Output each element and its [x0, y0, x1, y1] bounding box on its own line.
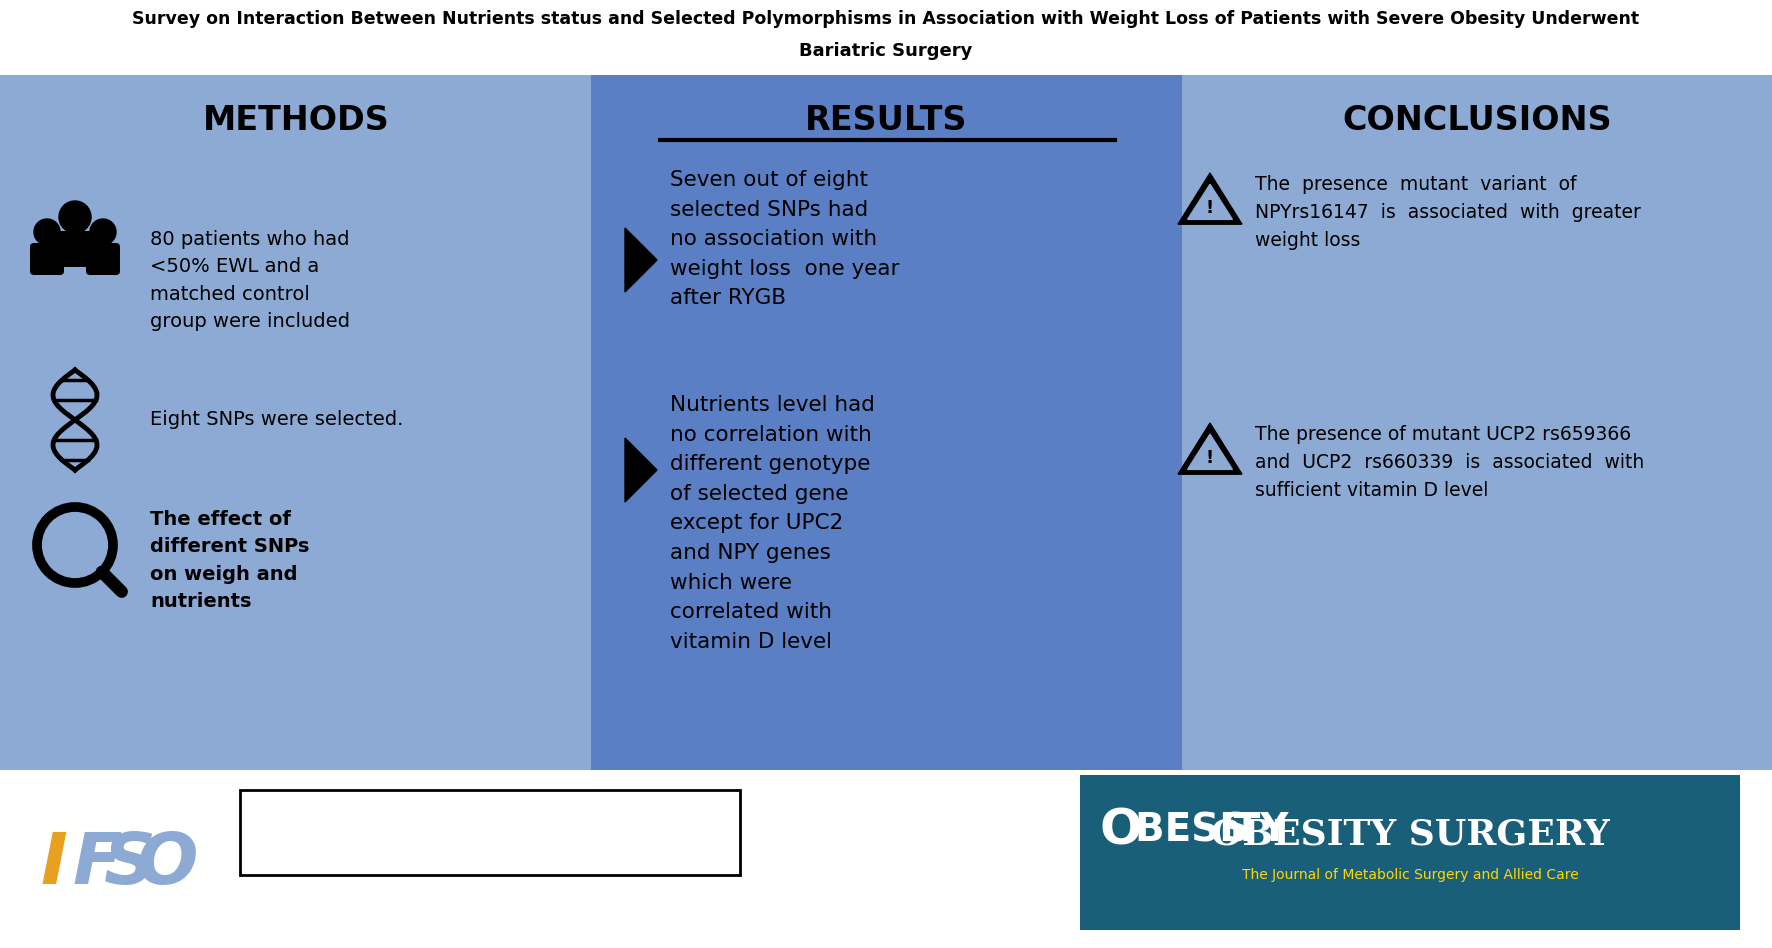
Circle shape — [34, 219, 60, 245]
Text: Nutrients level had
no correlation with
different genotype
of selected gene
exce: Nutrients level had no correlation with … — [670, 395, 875, 652]
Circle shape — [44, 514, 106, 576]
Bar — [239, 790, 741, 875]
Bar — [1182, 75, 1772, 770]
Text: OBESITY SURGERY: OBESITY SURGERY — [1210, 817, 1609, 851]
Text: O: O — [1100, 807, 1143, 854]
Text: S: S — [105, 830, 156, 899]
Polygon shape — [626, 438, 657, 502]
Text: BESITY: BESITY — [1136, 811, 1302, 849]
Text: F: F — [73, 830, 120, 899]
Text: I: I — [41, 830, 67, 899]
FancyBboxPatch shape — [87, 243, 120, 275]
FancyBboxPatch shape — [55, 231, 96, 267]
Bar — [1079, 775, 1740, 930]
Polygon shape — [1187, 184, 1232, 219]
Text: Bariatric Surgery: Bariatric Surgery — [799, 42, 973, 60]
FancyBboxPatch shape — [30, 243, 64, 275]
Bar — [592, 75, 1182, 770]
Text: The effect of
different SNPs
on weigh and
nutrients: The effect of different SNPs on weigh an… — [151, 510, 310, 611]
Text: The Journal of Metabolic Surgery and Allied Care: The Journal of Metabolic Surgery and All… — [1242, 867, 1579, 882]
Text: Eight SNPs were selected.: Eight SNPs were selected. — [151, 410, 404, 429]
Bar — [0, 75, 592, 770]
Text: The presence of mutant UCP2 rs659366
and  UCP2  rs660339  is  associated  with
s: The presence of mutant UCP2 rs659366 and… — [1255, 425, 1644, 500]
Text: !: ! — [1207, 199, 1214, 217]
Polygon shape — [1187, 434, 1232, 469]
Bar — [0, 770, 1772, 948]
Polygon shape — [1178, 173, 1242, 224]
Text: METHODS: METHODS — [202, 103, 390, 137]
Circle shape — [58, 201, 90, 233]
Circle shape — [90, 219, 115, 245]
Text: RESULTS: RESULTS — [804, 103, 968, 137]
Text: CONCLUSIONS: CONCLUSIONS — [1341, 103, 1613, 137]
Text: Survey on Interaction Between Nutrients status and Selected Polymorphisms in Ass: Survey on Interaction Between Nutrients … — [133, 10, 1639, 28]
Text: Seven out of eight
selected SNPs had
no association with
weight loss  one year
a: Seven out of eight selected SNPs had no … — [670, 170, 900, 308]
Text: O: O — [136, 830, 197, 899]
Text: S: S — [1100, 811, 1249, 849]
Text: The  presence  mutant  variant  of
NPYrs16147  is  associated  with  greater
wei: The presence mutant variant of NPYrs1614… — [1255, 175, 1641, 250]
Polygon shape — [1178, 423, 1242, 474]
Bar — [1079, 775, 1740, 930]
Polygon shape — [626, 228, 657, 292]
Text: 80 patients who had
<50% EWL and a
matched control
group were included: 80 patients who had <50% EWL and a match… — [151, 230, 351, 331]
Text: !: ! — [1207, 449, 1214, 467]
